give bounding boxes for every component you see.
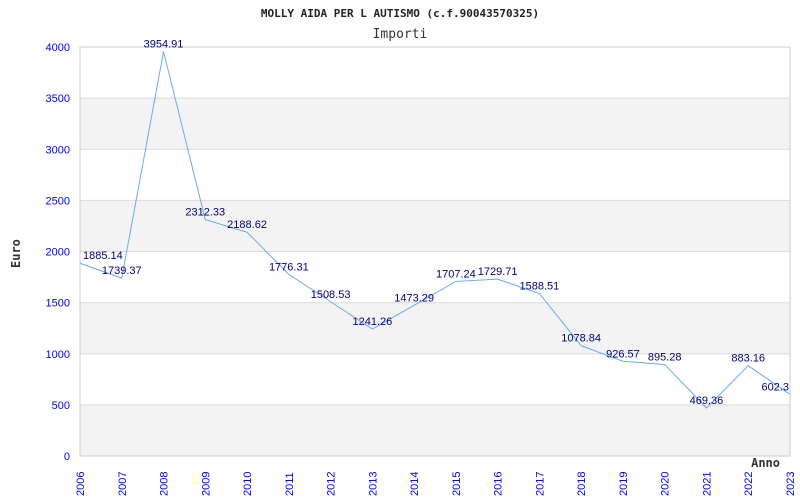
y-tick-label: 1500 [46,298,70,310]
series-line [79,51,791,409]
data-label: 1707.24 [436,268,476,280]
x-tick-label: 2014 [409,472,421,496]
data-label: 3954.91 [144,39,184,51]
x-tick-label: 2017 [534,472,546,496]
x-tick-label: 2021 [701,472,713,496]
y-tick-label: 2500 [46,195,70,207]
grid-band [79,302,791,355]
data-label: 883.16 [731,353,765,365]
grid-band [79,353,791,406]
plot-frame [79,46,791,457]
data-label: 1241.26 [352,316,392,328]
y-axis-label: Euro [9,239,23,268]
y-tick-label: 1000 [46,349,70,361]
grid-band [79,97,791,150]
y-tick-label: 3500 [46,93,70,105]
chart-subtitle: Importi [373,27,428,42]
data-label: 1508.53 [311,289,351,301]
y-tick-label: 4000 [46,42,70,54]
y-tick-label: 2000 [46,247,70,259]
data-label: 2312.33 [185,207,225,219]
x-tick-label: 2015 [451,472,463,496]
x-tick-label: 2016 [493,472,505,496]
x-tick-label: 2006 [75,472,87,496]
y-tick-label: 500 [52,400,70,412]
chart-title: MOLLY AIDA PER L AUTISMO (c.f.9004357032… [261,7,539,20]
x-tick-label: 2020 [660,472,672,496]
data-label: 926.57 [606,348,640,360]
grid-band [79,46,791,99]
data-label: 1776.31 [269,261,309,273]
x-tick-label: 2009 [200,472,212,496]
data-label: 1885.14 [83,250,123,262]
x-tick-label: 2010 [242,472,254,496]
data-label: 895.28 [648,351,682,363]
y-tick-label: 0 [64,451,70,463]
data-label: 2188.62 [227,219,267,231]
x-tick-label: 2023 [785,472,797,496]
grid-band [79,251,791,304]
data-label: 1473.29 [394,292,434,304]
x-axis-label: Anno [751,456,780,470]
y-tick-label: 3000 [46,144,70,156]
data-label: 1078.84 [561,333,601,345]
data-label: 1588.51 [520,281,560,293]
x-tick-label: 2018 [576,472,588,496]
grid-band [79,148,791,201]
data-label: 469.36 [690,395,724,407]
x-tick-label: 2007 [117,472,129,496]
grid-band [79,404,791,457]
data-label: 602.3 [761,381,789,393]
data-label: 1739.37 [102,265,142,277]
x-tick-label: 2008 [159,472,171,496]
x-tick-label: 2022 [743,472,755,496]
x-tick-label: 2019 [618,472,630,496]
x-tick-label: 2011 [284,472,296,496]
x-tick-label: 2013 [367,472,379,496]
grid-band [79,199,791,252]
x-tick-label: 2012 [326,472,338,496]
data-label: 1729.71 [478,266,518,278]
